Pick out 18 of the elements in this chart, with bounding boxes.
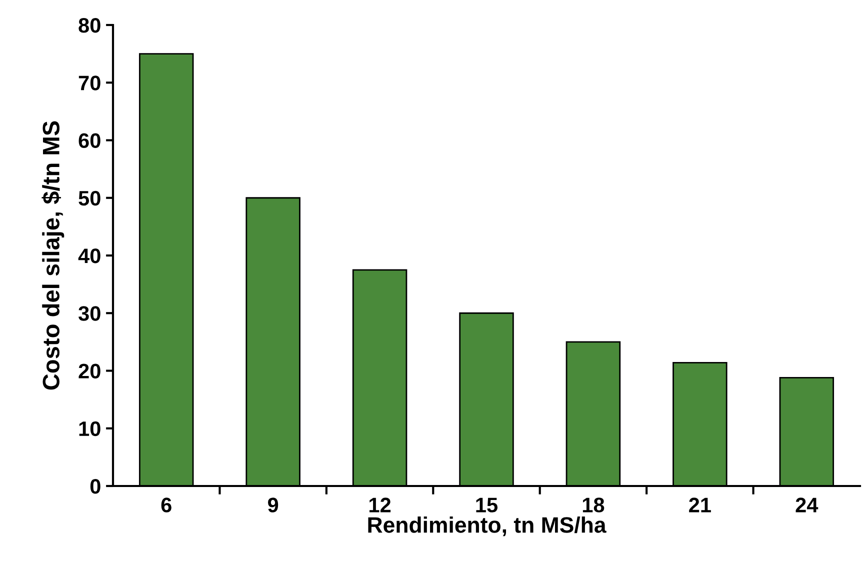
x-tick-label: 18 — [582, 498, 604, 512]
y-tick-label: 60 — [78, 133, 100, 148]
y-tick-label: 20 — [78, 364, 100, 379]
y-tick-label: 80 — [78, 18, 100, 33]
y-tick-label: 30 — [78, 306, 100, 321]
x-tick-label: 24 — [796, 498, 818, 512]
y-tick-label: 40 — [78, 248, 100, 264]
y-tick-label: 70 — [78, 76, 100, 90]
x-tick-label: 9 — [268, 498, 278, 512]
y-tick-label: 50 — [78, 190, 100, 206]
x-tick-label: 6 — [161, 498, 172, 512]
y-axis-title: Costo del silaje, $/tn MS — [42, 121, 64, 390]
y-tick-label: 10 — [79, 421, 100, 436]
x-tick-label: 21 — [689, 498, 711, 512]
x-tick-label: 15 — [476, 498, 498, 512]
y-tick-label: 0 — [90, 479, 100, 494]
x-axis-title: Rendimiento, tn MS/ha — [368, 516, 606, 536]
x-tick-label: 12 — [370, 498, 391, 512]
